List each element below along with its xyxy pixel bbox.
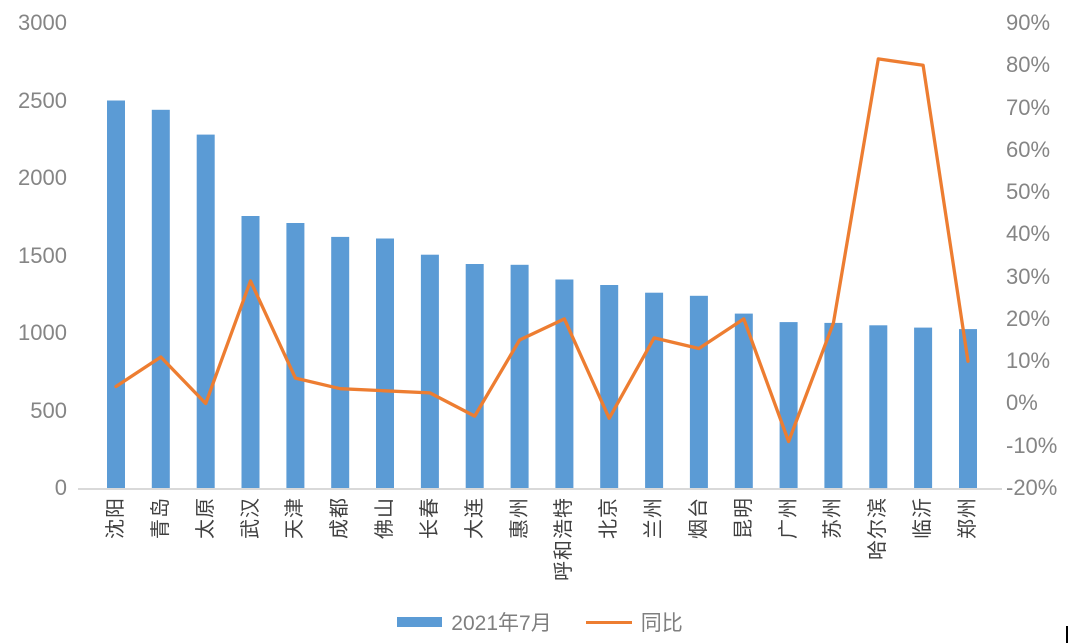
yoy-line	[114, 57, 970, 444]
legend-bar-label: 2021年7月	[451, 612, 552, 635]
legend-bar-swatch	[397, 617, 443, 627]
x-axis-label: 郑州	[957, 497, 979, 539]
x-axis-label: 昆明	[733, 497, 755, 539]
legend-line-swatch	[585, 620, 632, 624]
x-axis-label: 北京	[598, 497, 620, 539]
legend-line-label: 同比	[640, 612, 683, 635]
y-axis-right-tick: 70%	[1006, 95, 1051, 120]
bar	[376, 238, 394, 488]
bar	[734, 313, 753, 488]
x-axis-label: 呼和浩特	[553, 497, 575, 581]
x-axis-label: 兰州	[643, 497, 665, 539]
x-axis-label: 成都	[329, 497, 351, 539]
bar	[286, 223, 305, 488]
text-cursor-mark	[1066, 626, 1068, 643]
x-axis-label: 临沂	[912, 497, 934, 539]
x-axis-label: 长春	[419, 497, 441, 539]
x-axis-label: 苏州	[822, 497, 844, 539]
y-axis-right-tick: 0%	[1006, 390, 1038, 415]
bar	[824, 322, 843, 488]
bar	[151, 109, 170, 489]
x-axis-label: 武汉	[240, 497, 262, 539]
bar	[420, 254, 439, 488]
y-axis-left-tick: 500	[30, 398, 67, 423]
y-axis-left-tick: 1000	[18, 320, 67, 345]
legend: 2021年7月 同比	[0, 607, 1080, 637]
y-axis-right-tick: 90%	[1006, 10, 1051, 35]
x-axis-label: 广州	[778, 497, 800, 539]
bar	[779, 322, 798, 488]
x-axis-label: 佛山	[374, 497, 396, 539]
bar	[196, 134, 215, 488]
y-axis-left-tick: 0	[54, 475, 67, 500]
bar	[555, 279, 574, 488]
bar	[869, 325, 888, 489]
bar	[331, 236, 350, 488]
x-axis-label: 沈阳	[105, 497, 127, 539]
y-axis-right-tick: 20%	[1006, 306, 1051, 331]
x-axis-label: 太原	[195, 497, 217, 539]
bar	[241, 216, 260, 488]
bar	[914, 327, 933, 488]
y-axis-right-tick: 40%	[1006, 221, 1051, 246]
bar	[465, 264, 484, 488]
y-axis-right-tick: 60%	[1006, 137, 1051, 162]
bar	[510, 264, 529, 488]
x-axis-label: 烟台	[688, 497, 710, 539]
y-axis-right-tick: 30%	[1006, 264, 1051, 289]
y-axis-left-tick: 2000	[18, 165, 67, 190]
bar	[959, 329, 977, 488]
y-axis-left-tick: 2500	[18, 88, 67, 113]
x-axis-label: 天津	[284, 497, 306, 539]
y-axis-left-tick: 1500	[18, 243, 67, 268]
y-axis-right-tick: 50%	[1006, 179, 1051, 204]
x-axis-label: 惠州	[509, 497, 531, 539]
legend-item-bar: 2021年7月	[397, 607, 552, 637]
bar	[107, 100, 125, 488]
x-axis-label: 青岛	[150, 497, 172, 539]
y-axis-right-tick: 10%	[1006, 348, 1051, 373]
y-axis-right-tick: -10%	[1006, 433, 1058, 458]
bar	[600, 285, 619, 488]
y-axis-right-tick: -20%	[1006, 475, 1058, 500]
legend-item-line: 同比	[585, 607, 683, 637]
bar	[689, 295, 708, 488]
x-axis-label: 哈尔滨	[867, 497, 889, 560]
bar	[645, 292, 664, 488]
x-axis-label: 大连	[464, 497, 486, 539]
y-axis-left-tick: 3000	[18, 10, 67, 35]
y-axis-right-tick: 80%	[1006, 52, 1051, 77]
